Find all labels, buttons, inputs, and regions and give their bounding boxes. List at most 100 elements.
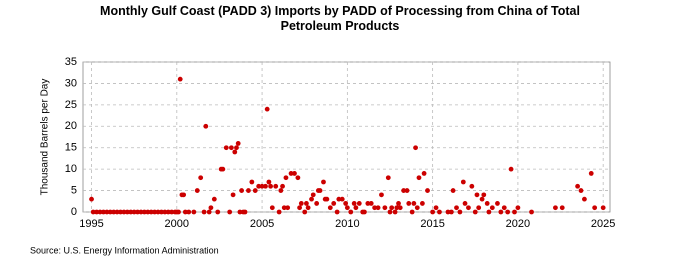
point: [592, 205, 598, 211]
plot-frame: [82, 61, 611, 213]
point: [141, 209, 147, 215]
point: [246, 188, 251, 193]
x-tick-label: 2000: [165, 218, 189, 230]
point: [559, 205, 565, 211]
point: [505, 209, 511, 215]
point: [460, 179, 466, 185]
point: [266, 179, 272, 185]
point: [124, 209, 130, 215]
point: [201, 209, 207, 215]
point: [512, 209, 517, 215]
point: [230, 192, 236, 198]
point: [305, 205, 311, 211]
point: [118, 209, 123, 215]
chart-title: Monthly Gulf Coast (PADD 3) Imports by P…: [100, 4, 580, 33]
point: [343, 201, 349, 206]
x-tick-label: 2015: [420, 218, 444, 230]
point: [472, 209, 478, 215]
point: [194, 188, 200, 193]
point: [474, 192, 480, 198]
point: [211, 196, 217, 202]
point: [297, 205, 302, 211]
point: [155, 209, 161, 215]
point: [283, 175, 289, 181]
point: [138, 209, 144, 215]
point: [182, 209, 188, 215]
y-tick-label: 0: [71, 206, 77, 218]
point: [176, 209, 181, 215]
point: [600, 205, 606, 211]
x-tick-label: 2020: [506, 218, 530, 230]
point: [269, 205, 275, 211]
point: [285, 205, 291, 211]
point: [111, 209, 117, 215]
point: [281, 205, 287, 211]
point: [578, 188, 584, 193]
point: [89, 196, 94, 202]
x-tick-label: 2010: [335, 218, 359, 230]
point: [148, 209, 154, 215]
point: [419, 201, 425, 206]
point: [268, 183, 274, 189]
point: [273, 183, 279, 189]
point: [348, 209, 354, 215]
point: [469, 183, 475, 189]
point: [339, 196, 345, 202]
point: [309, 196, 314, 202]
point: [450, 188, 456, 193]
point: [481, 192, 487, 198]
point: [94, 209, 100, 215]
point: [321, 179, 326, 185]
point: [252, 188, 258, 193]
point: [181, 192, 187, 198]
point: [228, 145, 234, 151]
point: [317, 188, 323, 193]
point: [334, 209, 340, 215]
point: [448, 209, 454, 215]
point: [529, 209, 534, 215]
point: [131, 209, 137, 215]
point: [327, 205, 333, 211]
point: [263, 183, 268, 189]
point: [416, 175, 422, 181]
point: [457, 209, 463, 215]
point: [406, 201, 412, 206]
x-tick-label: 2025: [591, 218, 615, 230]
point: [454, 205, 459, 211]
point: [479, 196, 485, 202]
x-tick-label: 1995: [79, 218, 103, 230]
y-tick-label: 5: [71, 184, 77, 196]
point: [411, 201, 417, 206]
point: [414, 205, 420, 211]
point: [145, 209, 151, 215]
point: [191, 209, 197, 215]
point: [489, 205, 495, 211]
source: Source: U.S. Energy Information Administ…: [30, 245, 219, 255]
point: [203, 123, 209, 129]
point: [385, 175, 391, 181]
point: [101, 209, 106, 215]
point: [259, 183, 265, 189]
point: [401, 188, 407, 193]
point: [498, 209, 504, 215]
point: [501, 205, 507, 211]
y-axis-label: Thousand Barrels per Day: [40, 79, 51, 196]
point: [302, 209, 308, 215]
point: [430, 209, 436, 215]
point: [159, 209, 164, 215]
point: [234, 145, 239, 151]
point: [223, 145, 229, 151]
point: [351, 201, 357, 206]
point: [425, 188, 430, 193]
point: [356, 201, 362, 206]
y-tick-label: 10: [65, 163, 77, 175]
point: [365, 201, 371, 206]
y-tick-label: 20: [65, 120, 77, 132]
point: [256, 183, 262, 189]
point: [249, 179, 255, 185]
point: [575, 183, 580, 189]
point: [295, 175, 301, 181]
point: [372, 205, 378, 211]
